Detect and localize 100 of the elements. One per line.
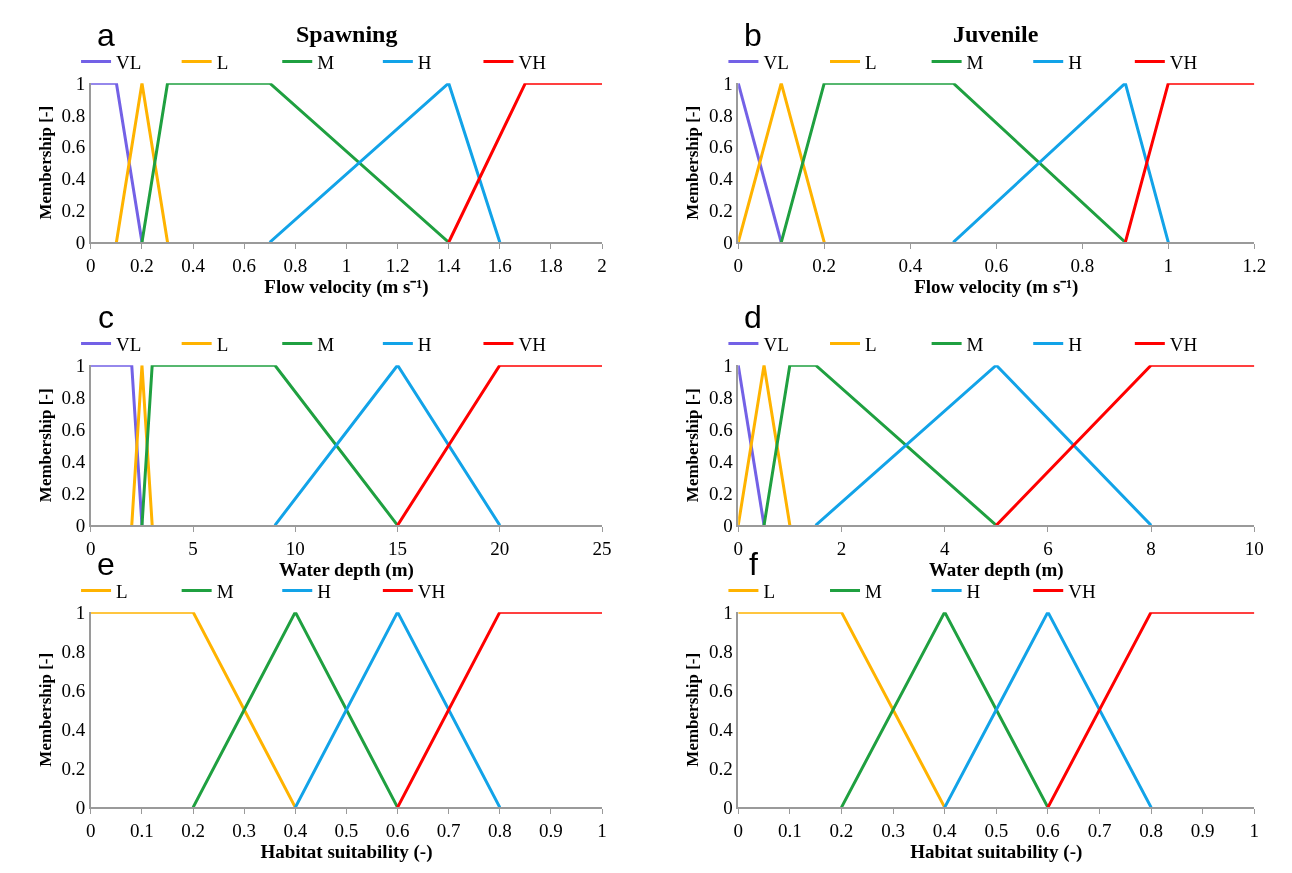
x-tick-label: 0.4 — [181, 254, 206, 276]
y-tick-label: 0.8 — [708, 640, 733, 662]
y-tick-label: 0.4 — [708, 168, 734, 190]
legend-label: VL — [763, 51, 789, 73]
legend-label: L — [216, 334, 229, 356]
y-tick-label: 0.6 — [61, 418, 86, 440]
legend-label: L — [865, 51, 877, 73]
y-tick-label: 0 — [723, 797, 733, 818]
x-tick-label: 0.9 — [1190, 819, 1215, 841]
x-tick-label: 0.2 — [181, 819, 205, 841]
x-axis-title: Habitat suitability (-) — [910, 840, 1083, 863]
legend-label: H — [1068, 51, 1083, 73]
text: a — [97, 17, 115, 53]
legend-label: VL — [763, 334, 789, 356]
y-tick-label: 1 — [723, 601, 733, 623]
x-axis-title: Water depth (m) — [279, 558, 414, 581]
y-tick-label: 0.2 — [708, 757, 733, 779]
x-tick-label: 1 — [1163, 254, 1174, 276]
x-tick-label: 0.3 — [881, 819, 905, 841]
legend-label: H — [1068, 334, 1083, 356]
x-tick-label: 25 — [592, 537, 612, 559]
y-tick-label: 0.2 — [708, 482, 733, 504]
y-tick-label: 0.6 — [708, 679, 733, 701]
legend-label: VL — [116, 51, 142, 73]
legend-label: VH — [1169, 51, 1198, 73]
y-tick-label: 1 — [75, 601, 86, 623]
y-axis-title: Membership [-] — [35, 105, 55, 220]
x-tick-label: 0.4 — [898, 254, 923, 276]
x-tick-label: 0.6 — [1036, 819, 1060, 841]
y-tick-label: 0.8 — [61, 640, 86, 662]
y-tick-label: 0.4 — [708, 718, 734, 740]
x-tick-label: 0.2 — [812, 254, 837, 276]
legend-label: VL — [116, 334, 142, 356]
x-tick-label: 4 — [939, 537, 950, 559]
x-axis-title: Habitat suitability (-) — [260, 840, 433, 863]
y-tick-label: 0.2 — [61, 482, 86, 504]
y-tick-label: 0.6 — [708, 418, 733, 440]
x-tick-label: 1 — [1249, 819, 1260, 841]
x-tick-label: 10 — [1244, 537, 1264, 559]
x-tick-label: 0.8 — [487, 819, 512, 841]
legend-label: M — [317, 51, 335, 73]
x-tick-label: 0.6 — [984, 254, 1009, 276]
y-axis-title: Membership [-] — [682, 652, 702, 767]
legend-label: M — [317, 334, 335, 356]
y-axis-title: Membership [-] — [35, 652, 55, 767]
chart-title: Spawning — [296, 21, 398, 47]
x-tick-label: 15 — [388, 537, 408, 559]
x-tick-label: 2 — [597, 254, 607, 276]
legend-label: H — [417, 334, 432, 356]
text: f — [749, 546, 758, 582]
y-tick-label: 0.8 — [708, 386, 733, 408]
legend-label: H — [966, 580, 981, 602]
x-tick-label: 0.8 — [1070, 254, 1095, 276]
y-tick-label: 0 — [723, 514, 733, 536]
y-tick-label: 1 — [75, 72, 86, 94]
x-tick-label: 20 — [490, 537, 510, 559]
legend-label: VH — [1068, 580, 1096, 602]
legend-label: H — [317, 580, 332, 602]
x-tick-label: 0.8 — [1139, 819, 1163, 841]
legend-label: M — [216, 580, 234, 602]
x-tick-label: 0.4 — [932, 819, 958, 841]
x-tick-label: 1 — [597, 819, 607, 841]
y-tick-label: 1 — [723, 354, 733, 376]
x-tick-label: 0.1 — [777, 819, 802, 841]
y-tick-label: 0 — [75, 797, 86, 818]
y-tick-label: 0 — [75, 514, 86, 536]
y-tick-label: 0.2 — [708, 200, 733, 222]
x-tick-label: 5 — [188, 537, 198, 559]
y-tick-label: 1 — [75, 354, 86, 376]
legend-label: L — [216, 51, 229, 73]
text: e — [97, 546, 115, 582]
legend-label: M — [966, 334, 984, 356]
y-axis-title: Membership [-] — [682, 388, 702, 503]
legend-label: VH — [518, 51, 547, 73]
y-axis-title: Membership [-] — [35, 388, 55, 503]
y-tick-label: 0.4 — [61, 718, 86, 740]
x-tick-label: 1.8 — [539, 254, 563, 276]
x-axis-title: Water depth (m) — [928, 558, 1064, 581]
x-axis-title: Flow velocity (m s⁻¹) — [914, 275, 1079, 298]
y-tick-label: 0.4 — [61, 168, 86, 190]
y-tick-label: 0.6 — [61, 679, 86, 701]
y-tick-label: 0.2 — [61, 757, 86, 779]
y-tick-label: 0.4 — [61, 450, 86, 472]
legend-label: L — [116, 580, 128, 602]
x-axis-title: Flow velocity (m s⁻¹) — [264, 275, 429, 298]
y-tick-label: 0.2 — [61, 200, 86, 222]
x-tick-label: 0.4 — [283, 819, 308, 841]
x-tick-label: 0.6 — [385, 819, 410, 841]
x-tick-label: 0.7 — [1087, 819, 1112, 841]
y-tick-label: 0.6 — [61, 136, 86, 158]
legend-label: L — [865, 334, 877, 356]
x-tick-label: 1.2 — [385, 254, 410, 276]
legend-label: VH — [417, 580, 446, 602]
x-tick-label: 0.2 — [130, 254, 154, 276]
x-tick-label: 0.7 — [436, 819, 461, 841]
y-axis-title: Membership [-] — [682, 105, 702, 220]
text: c — [98, 299, 114, 335]
y-tick-label: 0 — [75, 231, 86, 253]
x-tick-label: 8 — [1146, 537, 1156, 559]
y-tick-label: 0.6 — [708, 136, 733, 158]
